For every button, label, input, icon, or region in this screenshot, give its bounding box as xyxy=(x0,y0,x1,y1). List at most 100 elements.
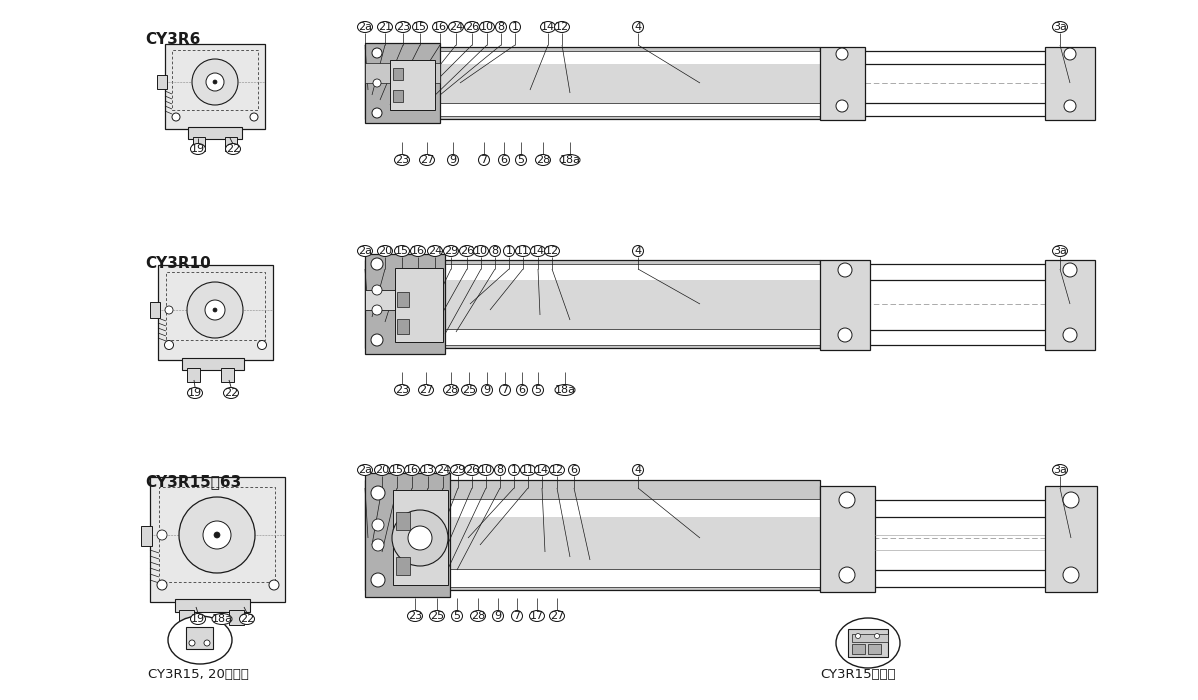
Text: CY3R15～63: CY3R15～63 xyxy=(145,475,241,489)
Bar xyxy=(365,43,440,123)
Circle shape xyxy=(187,282,243,338)
Text: 29: 29 xyxy=(444,246,458,256)
Text: 23: 23 xyxy=(409,611,422,621)
Ellipse shape xyxy=(395,22,411,32)
Circle shape xyxy=(213,80,217,84)
Circle shape xyxy=(373,108,382,118)
Text: 28: 28 xyxy=(444,385,458,395)
Circle shape xyxy=(204,640,210,646)
Circle shape xyxy=(1064,48,1076,60)
Text: 7: 7 xyxy=(514,611,521,621)
Ellipse shape xyxy=(450,465,466,475)
Text: 12: 12 xyxy=(550,465,564,475)
Text: 7: 7 xyxy=(480,155,488,165)
Ellipse shape xyxy=(188,388,202,398)
Ellipse shape xyxy=(420,465,436,475)
Ellipse shape xyxy=(225,144,241,155)
Text: 6: 6 xyxy=(519,385,526,395)
Text: 8: 8 xyxy=(491,246,498,256)
Bar xyxy=(167,272,265,340)
Bar xyxy=(869,644,881,654)
Ellipse shape xyxy=(412,22,428,32)
Circle shape xyxy=(839,492,855,508)
Text: 3a: 3a xyxy=(1053,246,1067,256)
Ellipse shape xyxy=(536,155,551,165)
Text: 22: 22 xyxy=(226,144,240,154)
Text: CY3R6: CY3R6 xyxy=(145,32,200,46)
Bar xyxy=(391,60,435,110)
Bar xyxy=(193,137,205,151)
Bar xyxy=(365,51,819,64)
Bar xyxy=(220,368,234,382)
Circle shape xyxy=(165,306,173,314)
Circle shape xyxy=(839,567,855,583)
Ellipse shape xyxy=(509,22,520,32)
Bar xyxy=(395,268,443,342)
Text: 22: 22 xyxy=(240,614,254,624)
Text: 20: 20 xyxy=(375,465,389,475)
Ellipse shape xyxy=(1053,246,1067,256)
Text: 2a: 2a xyxy=(358,465,373,475)
Ellipse shape xyxy=(411,246,425,256)
Bar xyxy=(179,610,194,625)
Ellipse shape xyxy=(516,384,527,395)
Text: 11: 11 xyxy=(521,465,536,475)
Circle shape xyxy=(189,640,195,646)
Bar xyxy=(141,526,152,546)
Bar xyxy=(365,260,819,348)
Ellipse shape xyxy=(460,246,474,256)
Bar xyxy=(393,90,403,102)
Ellipse shape xyxy=(465,465,479,475)
Bar xyxy=(819,486,875,592)
Circle shape xyxy=(250,113,258,121)
Bar xyxy=(397,319,409,334)
Text: 18a: 18a xyxy=(559,155,581,165)
Ellipse shape xyxy=(492,610,503,622)
Bar xyxy=(150,302,161,318)
Text: 10: 10 xyxy=(474,246,488,256)
Ellipse shape xyxy=(224,388,238,398)
Text: 21: 21 xyxy=(377,22,392,32)
Ellipse shape xyxy=(448,155,459,165)
Bar xyxy=(365,103,819,116)
Bar xyxy=(365,569,819,587)
Text: 9: 9 xyxy=(449,155,456,165)
Text: 12: 12 xyxy=(555,22,569,32)
Text: 6: 6 xyxy=(570,465,577,475)
Text: CY3R10: CY3R10 xyxy=(145,256,211,270)
Circle shape xyxy=(373,285,382,295)
Bar xyxy=(365,64,819,103)
Text: 19: 19 xyxy=(188,388,202,398)
Text: 22: 22 xyxy=(224,388,238,398)
Ellipse shape xyxy=(443,384,459,395)
Ellipse shape xyxy=(534,465,550,475)
Ellipse shape xyxy=(633,246,643,256)
Text: 17: 17 xyxy=(530,611,544,621)
Text: 19: 19 xyxy=(190,614,205,624)
Text: 2a: 2a xyxy=(358,246,373,256)
Text: 19: 19 xyxy=(190,144,205,154)
Ellipse shape xyxy=(500,384,510,395)
Ellipse shape xyxy=(530,610,545,622)
Ellipse shape xyxy=(836,618,900,668)
Text: 9: 9 xyxy=(484,385,490,395)
Circle shape xyxy=(373,305,382,315)
Ellipse shape xyxy=(168,616,232,664)
Text: 4: 4 xyxy=(635,465,642,475)
Circle shape xyxy=(206,73,224,91)
Circle shape xyxy=(1064,100,1076,112)
Circle shape xyxy=(270,580,279,590)
Bar xyxy=(365,480,819,590)
Circle shape xyxy=(202,521,231,549)
Bar xyxy=(165,44,265,129)
Circle shape xyxy=(371,334,383,346)
Ellipse shape xyxy=(545,246,559,256)
Bar xyxy=(150,477,285,602)
Ellipse shape xyxy=(532,384,544,395)
Text: 12: 12 xyxy=(545,246,559,256)
Bar xyxy=(173,50,258,110)
Bar xyxy=(397,557,410,575)
Ellipse shape xyxy=(432,22,448,32)
Ellipse shape xyxy=(452,610,462,622)
Bar xyxy=(186,627,213,649)
